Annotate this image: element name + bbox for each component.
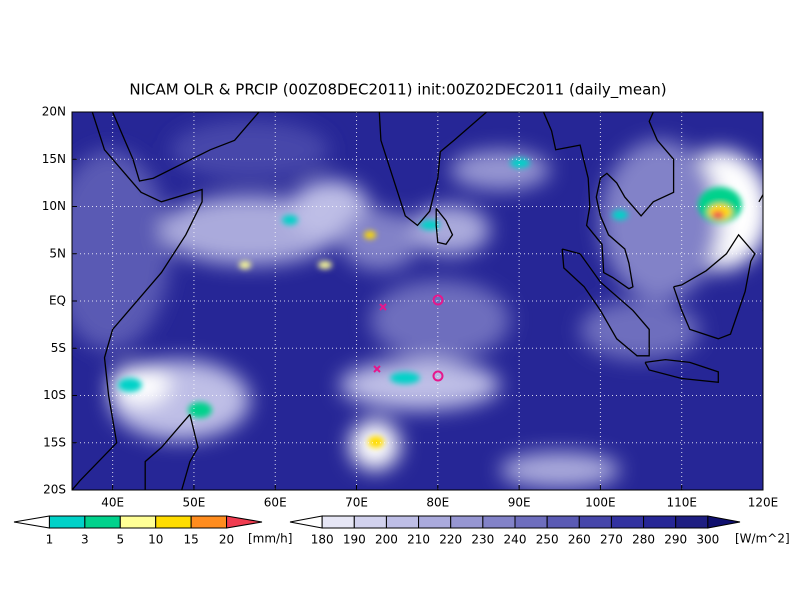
level-label: 250 bbox=[536, 533, 559, 547]
level-label: 290 bbox=[664, 533, 687, 547]
color-box bbox=[418, 515, 452, 529]
lat-label: 20N bbox=[42, 105, 66, 119]
color-box bbox=[385, 515, 420, 529]
map bbox=[72, 112, 763, 490]
circle-marker bbox=[432, 370, 444, 382]
lat-label: 15S bbox=[43, 435, 66, 449]
lat-label: EQ bbox=[49, 294, 66, 308]
unit-label: [W/m^2] bbox=[735, 532, 790, 546]
coastline bbox=[435, 207, 454, 246]
level-label: 210 bbox=[407, 533, 430, 547]
lat-label: 10N bbox=[42, 199, 66, 213]
coastline bbox=[72, 112, 203, 490]
color-box bbox=[450, 515, 484, 529]
color-box bbox=[84, 515, 121, 529]
cloud-field bbox=[72, 120, 763, 488]
color-box bbox=[578, 515, 612, 529]
level-label: 260 bbox=[568, 533, 591, 547]
over-triangle bbox=[226, 515, 263, 529]
level-label: 220 bbox=[439, 533, 462, 547]
level-label: 300 bbox=[696, 533, 719, 547]
color-box bbox=[155, 515, 192, 529]
lat-label: 10S bbox=[43, 388, 66, 402]
color-box bbox=[321, 515, 355, 529]
level-label: 15 bbox=[184, 533, 199, 547]
color-box bbox=[610, 515, 645, 529]
markers bbox=[373, 294, 444, 382]
precip-field bbox=[118, 158, 742, 448]
color-box bbox=[48, 515, 86, 529]
coastline bbox=[378, 112, 488, 227]
level-label: 20 bbox=[219, 533, 234, 547]
coastline bbox=[112, 112, 260, 182]
lon-label: 40E bbox=[101, 496, 124, 510]
over-triangle bbox=[707, 515, 741, 529]
level-label: 240 bbox=[504, 533, 527, 547]
lon-label: 50E bbox=[183, 496, 206, 510]
coastlines bbox=[72, 112, 763, 490]
color-box bbox=[353, 515, 387, 529]
precip-scale: 1 3 5 10 15 20 [mm/h] bbox=[13, 515, 292, 547]
color-box bbox=[643, 515, 677, 529]
circle-marker bbox=[432, 294, 444, 306]
lon-label: 120E bbox=[748, 496, 779, 510]
coastline bbox=[542, 112, 675, 290]
level-label: 230 bbox=[471, 533, 494, 547]
coastline bbox=[762, 307, 763, 317]
level-label: 5 bbox=[116, 533, 124, 547]
level-label: 190 bbox=[343, 533, 366, 547]
coastline bbox=[561, 248, 650, 357]
level-label: 180 bbox=[311, 533, 334, 547]
level-label: 10 bbox=[148, 533, 163, 547]
cross-marker bbox=[373, 303, 387, 373]
level-label: 3 bbox=[81, 533, 89, 547]
lon-label: 70E bbox=[345, 496, 368, 510]
level-label: 270 bbox=[600, 533, 623, 547]
lon-label: 60E bbox=[264, 496, 287, 510]
level-label: 1 bbox=[46, 533, 54, 547]
coastline bbox=[144, 413, 199, 490]
color-box bbox=[675, 515, 709, 529]
level-label: 200 bbox=[375, 533, 398, 547]
coastline bbox=[644, 358, 719, 384]
under-triangle bbox=[13, 515, 50, 529]
olr-scale: 180 190 200 210 220 230 240 250 260 270 280 290 300 [… bbox=[289, 515, 790, 547]
color-box bbox=[546, 515, 580, 529]
color-box bbox=[482, 515, 516, 529]
lat-label: 20S bbox=[43, 483, 66, 497]
lat-label: 5N bbox=[49, 246, 66, 260]
lat-label: 5S bbox=[51, 341, 66, 355]
lat-label: 15N bbox=[42, 152, 66, 166]
color-box bbox=[190, 515, 228, 529]
coastline bbox=[672, 233, 756, 340]
color-box bbox=[119, 515, 157, 529]
lon-label: 110E bbox=[666, 496, 697, 510]
under-triangle bbox=[289, 515, 323, 529]
graticule bbox=[72, 112, 763, 490]
map-title: NICAM OLR & PRCIP (00Z08DEC2011) init:00… bbox=[129, 81, 666, 100]
level-label: 280 bbox=[632, 533, 655, 547]
lon-label: 100E bbox=[585, 496, 616, 510]
lon-label: 90E bbox=[508, 496, 531, 510]
unit-label: [mm/h] bbox=[248, 532, 292, 546]
lon-label: 80E bbox=[426, 496, 449, 510]
color-box bbox=[514, 515, 548, 529]
